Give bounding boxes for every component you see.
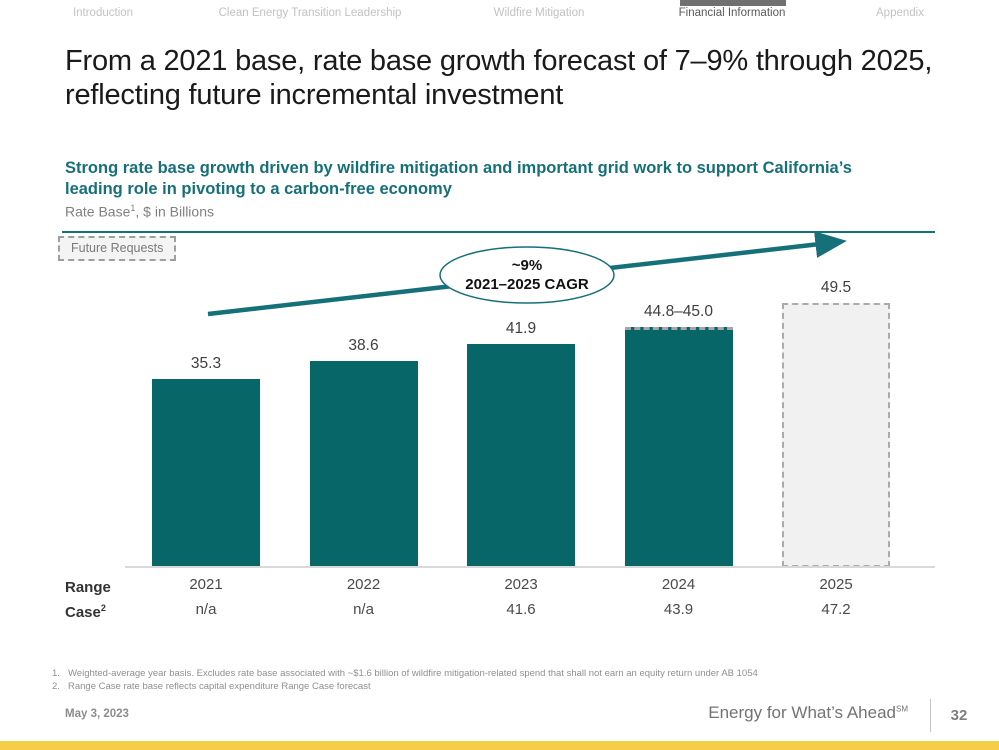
bar-value-label-2024: 44.8–45.0 bbox=[644, 303, 713, 320]
bar-value-label-2023: 41.9 bbox=[505, 320, 537, 337]
footer-divider bbox=[930, 699, 931, 732]
footnote-ref-1: 1 bbox=[130, 203, 136, 213]
footnotes: 1. Weighted-average year basis. Excludes … bbox=[52, 668, 758, 693]
chart-units-prefix: Rate Base bbox=[65, 203, 131, 220]
chart-units-label: Rate Base1, $ in Billions bbox=[65, 203, 214, 220]
cagr-annotation: ~9% 2021–2025 CAGR bbox=[465, 256, 588, 294]
x-tick-2021: 2021 bbox=[189, 576, 223, 593]
tab-wildfire-mitigation[interactable]: Wildfire Mitigation bbox=[493, 7, 585, 19]
footnote-ref-2: 2 bbox=[100, 603, 106, 613]
footnote-1: 1. Weighted-average year basis. Excludes … bbox=[52, 668, 758, 679]
chart-units-suffix: , $ in Billions bbox=[135, 203, 214, 220]
footer-tagline: Energy for What’s AheadSM bbox=[708, 703, 908, 722]
bar-value-label-2022: 38.6 bbox=[348, 337, 379, 354]
footer-date: May 3, 2023 bbox=[65, 708, 129, 720]
legend-future-requests: Future Requests bbox=[58, 236, 177, 261]
bar-value-label-2025: 49.5 bbox=[820, 279, 852, 296]
bar-column-2024: 44.8–45.0 bbox=[624, 235, 733, 567]
brand-accent-bar bbox=[0, 741, 999, 750]
bar-2025 bbox=[782, 303, 890, 567]
active-tab-indicator bbox=[680, 0, 786, 6]
x-tick-2022: 2022 bbox=[346, 576, 381, 593]
tab-introduction[interactable]: Introduction bbox=[72, 7, 134, 19]
range-case-2021: n/a bbox=[195, 601, 217, 618]
tab-appendix[interactable]: Appendix bbox=[876, 7, 924, 19]
x-tick-2025: 2025 bbox=[819, 576, 853, 593]
cagr-value: ~9% bbox=[511, 257, 543, 274]
x-tick-2023: 2023 bbox=[504, 576, 538, 593]
range-case-values: n/a n/a 41.6 43.9 47.2 bbox=[152, 601, 890, 618]
teal-divider-line bbox=[62, 231, 935, 233]
tab-financial-information[interactable]: Financial Information bbox=[678, 7, 786, 19]
page-number: 32 bbox=[950, 707, 968, 724]
chart-headline: Strong rate base growth driven by wildfi… bbox=[65, 159, 852, 198]
bar-2024 bbox=[624, 327, 733, 567]
x-axis-labels: 2021 2022 2023 2024 2025 bbox=[152, 576, 890, 593]
bar-value-label-2021: 35.3 bbox=[190, 355, 222, 372]
bar-2021 bbox=[152, 379, 260, 567]
bar-2023 bbox=[467, 344, 575, 567]
bar-column-2021: 35.3 bbox=[152, 235, 260, 567]
range-case-label: Range Case2 bbox=[65, 579, 111, 621]
range-case-2022: n/a bbox=[353, 601, 374, 618]
bar-column-2022: 38.6 bbox=[309, 235, 418, 567]
slide-title: From a 2021 base, rate base growth forec… bbox=[65, 45, 933, 111]
range-case-2024: 43.9 bbox=[663, 601, 694, 618]
footnote-2: 2. Range Case rate base reflects capital … bbox=[52, 680, 371, 692]
bar-2022 bbox=[309, 361, 418, 567]
bar-column-2023: 41.9 bbox=[467, 235, 575, 567]
range-case-2023: 41.6 bbox=[506, 601, 536, 618]
x-tick-2024: 2024 bbox=[661, 576, 696, 593]
range-case-2025: 47.2 bbox=[821, 601, 851, 618]
cagr-period: 2021–2025 CAGR bbox=[465, 276, 589, 293]
bar-chart: 35.3 38.6 41.9 44.8–45.0 49.5 bbox=[152, 235, 890, 567]
bar-column-2025: 49.5 bbox=[782, 235, 890, 567]
tab-clean-energy-transition-leadership[interactable]: Clean Energy Transition Leadership bbox=[218, 7, 402, 19]
x-axis-baseline bbox=[125, 566, 935, 568]
service-mark: SM bbox=[896, 704, 908, 714]
